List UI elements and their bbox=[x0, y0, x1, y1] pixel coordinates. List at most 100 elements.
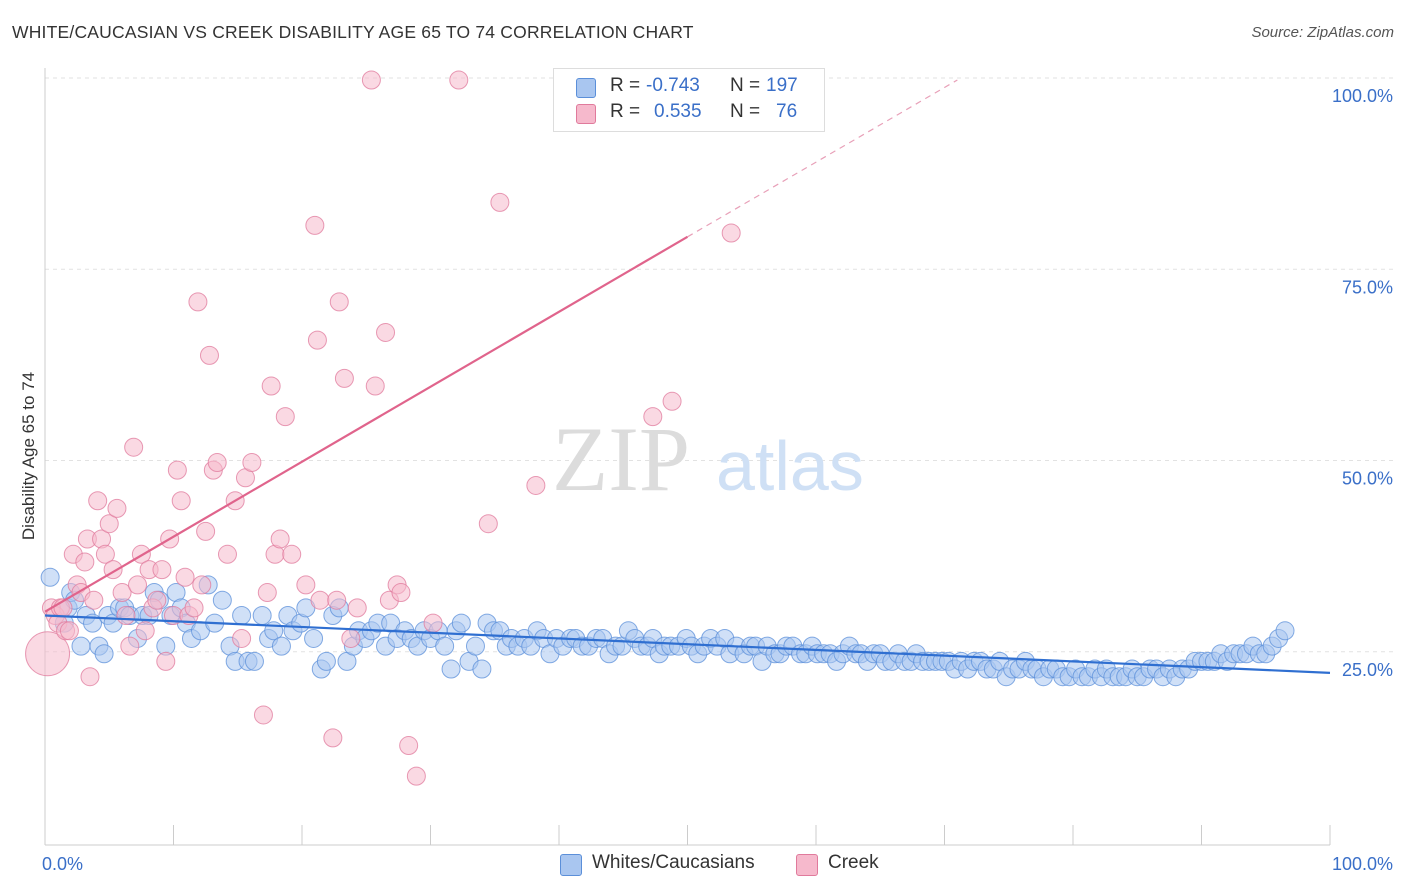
data-point bbox=[271, 636, 291, 656]
y-tick-label: 50.0% bbox=[1342, 469, 1393, 489]
data-point bbox=[323, 728, 343, 748]
trend-line-creek-extension bbox=[687, 79, 958, 238]
data-point bbox=[252, 606, 272, 625]
x-tick-label: 100.0% bbox=[1332, 854, 1393, 874]
data-point bbox=[1275, 621, 1295, 641]
data-point bbox=[120, 636, 140, 656]
data-point bbox=[80, 667, 100, 687]
legend-n-label: N = bbox=[730, 75, 761, 96]
legend-n-value: 76 bbox=[776, 101, 798, 122]
bottom-legend-swatch-whites bbox=[560, 854, 582, 876]
data-point bbox=[662, 391, 682, 411]
data-point bbox=[212, 590, 232, 610]
data-point bbox=[423, 613, 443, 633]
data-point bbox=[184, 598, 204, 618]
data-point bbox=[316, 651, 336, 671]
data-point bbox=[147, 590, 167, 610]
data-point bbox=[478, 514, 498, 534]
data-point bbox=[472, 659, 492, 679]
y-axis-label: Disability Age 65 to 74 bbox=[19, 372, 38, 540]
data-point bbox=[270, 529, 290, 549]
watermark-zip: ZIP bbox=[552, 408, 690, 510]
data-point bbox=[207, 453, 227, 472]
data-point bbox=[135, 621, 155, 641]
data-point bbox=[334, 368, 354, 388]
legend-n-label: N = bbox=[730, 101, 761, 122]
data-point bbox=[307, 330, 327, 350]
legend-r-value: 0.535 bbox=[654, 101, 702, 122]
data-point bbox=[296, 575, 316, 595]
data-point bbox=[188, 292, 208, 312]
data-point bbox=[244, 651, 264, 671]
data-point bbox=[112, 583, 132, 603]
bottom-legend-swatch-creek bbox=[796, 854, 818, 876]
trend-lines bbox=[44, 79, 1331, 674]
data-point bbox=[71, 636, 91, 656]
data-point bbox=[526, 475, 546, 495]
chart-title: WHITE/CAUCASIAN VS CREEK DISABILITY AGE … bbox=[12, 22, 694, 42]
source-label: Source: ZipAtlas.com bbox=[1251, 24, 1394, 41]
data-point bbox=[347, 598, 367, 618]
data-point bbox=[449, 70, 469, 90]
data-point bbox=[175, 567, 195, 587]
data-point bbox=[257, 583, 277, 603]
data-point bbox=[199, 345, 219, 365]
data-point bbox=[242, 453, 262, 472]
data-point bbox=[341, 628, 361, 648]
trend-line-whites bbox=[44, 614, 1331, 674]
legend-r-value: -0.743 bbox=[646, 75, 700, 96]
watermark: ZIP atlas bbox=[552, 408, 864, 510]
data-point bbox=[167, 460, 187, 480]
data-point bbox=[304, 628, 324, 648]
legend-r-label: R = bbox=[610, 101, 641, 122]
data-point bbox=[441, 659, 461, 679]
data-point bbox=[361, 70, 381, 90]
data-point bbox=[94, 644, 114, 664]
legend-r-label: R = bbox=[610, 75, 641, 96]
data-point bbox=[305, 215, 325, 235]
data-point bbox=[116, 606, 136, 625]
trend-line-creek bbox=[44, 235, 689, 613]
data-point bbox=[84, 590, 104, 610]
data-point bbox=[329, 292, 349, 312]
data-point bbox=[253, 705, 273, 725]
data-point bbox=[95, 544, 115, 564]
data-point bbox=[399, 736, 419, 756]
y-tick-label: 100.0% bbox=[1332, 86, 1393, 106]
data-point bbox=[171, 491, 191, 511]
data-point bbox=[721, 223, 741, 243]
data-point bbox=[40, 567, 60, 587]
data-point bbox=[232, 628, 252, 648]
x-tick-label: 0.0% bbox=[42, 854, 83, 874]
data-point bbox=[152, 560, 172, 580]
data-point bbox=[128, 575, 148, 595]
data-point bbox=[282, 544, 302, 564]
grid-lines bbox=[45, 77, 1395, 653]
series-whites bbox=[40, 567, 1295, 687]
legend-n-value: 197 bbox=[766, 75, 798, 96]
data-point bbox=[107, 498, 127, 518]
data-point bbox=[196, 521, 216, 541]
data-point bbox=[391, 583, 411, 603]
data-point bbox=[232, 606, 252, 625]
bottom-legend-label-creek: Creek bbox=[828, 852, 879, 873]
y-tick-label: 25.0% bbox=[1342, 660, 1393, 680]
data-point bbox=[451, 613, 471, 633]
data-point bbox=[275, 407, 295, 427]
data-point bbox=[261, 376, 281, 396]
data-point bbox=[365, 376, 385, 396]
data-point bbox=[88, 491, 108, 511]
data-point bbox=[25, 631, 71, 677]
bottom-legend-label-whites: Whites/Caucasians bbox=[592, 852, 755, 873]
data-point bbox=[310, 590, 330, 610]
data-point bbox=[75, 552, 95, 572]
data-point bbox=[124, 437, 144, 457]
axes bbox=[44, 68, 1331, 846]
data-point bbox=[192, 575, 212, 595]
y-tick-label: 75.0% bbox=[1342, 277, 1393, 297]
series-creek bbox=[25, 70, 741, 786]
data-point bbox=[376, 322, 396, 342]
data-point bbox=[99, 514, 119, 534]
tick-labels: 25.0% 50.0% 75.0% 100.0% 0.0% 100.0% bbox=[42, 86, 1393, 874]
